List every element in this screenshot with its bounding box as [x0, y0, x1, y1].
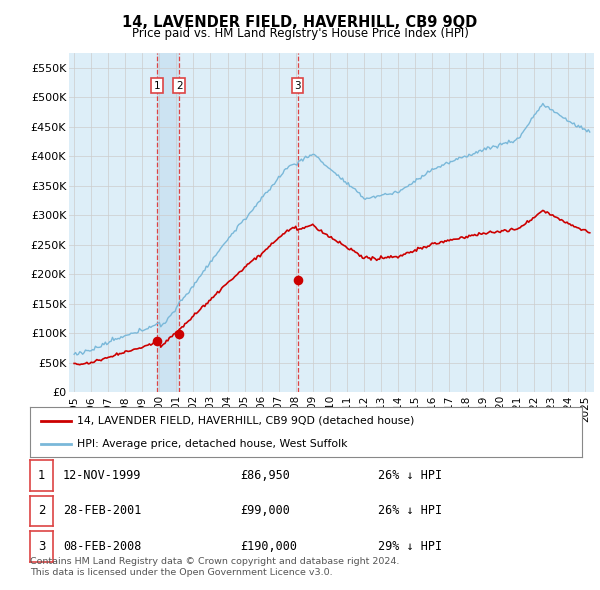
Text: 1: 1 [154, 81, 160, 90]
Text: HPI: Average price, detached house, West Suffolk: HPI: Average price, detached house, West… [77, 439, 347, 449]
Text: 3: 3 [38, 540, 45, 553]
Point [152, 336, 162, 346]
Text: 29% ↓ HPI: 29% ↓ HPI [378, 540, 442, 553]
Text: £99,000: £99,000 [240, 504, 290, 517]
Text: 14, LAVENDER FIELD, HAVERHILL, CB9 9QD: 14, LAVENDER FIELD, HAVERHILL, CB9 9QD [122, 15, 478, 30]
Text: 12-NOV-1999: 12-NOV-1999 [63, 469, 142, 482]
Point [175, 329, 184, 339]
Text: 2: 2 [176, 81, 182, 90]
Point [293, 276, 302, 285]
Text: 14, LAVENDER FIELD, HAVERHILL, CB9 9QD (detached house): 14, LAVENDER FIELD, HAVERHILL, CB9 9QD (… [77, 415, 414, 425]
Text: This data is licensed under the Open Government Licence v3.0.: This data is licensed under the Open Gov… [30, 568, 332, 577]
Text: 2: 2 [38, 504, 45, 517]
Text: £86,950: £86,950 [240, 469, 290, 482]
Text: Contains HM Land Registry data © Crown copyright and database right 2024.: Contains HM Land Registry data © Crown c… [30, 558, 400, 566]
Text: Price paid vs. HM Land Registry's House Price Index (HPI): Price paid vs. HM Land Registry's House … [131, 27, 469, 40]
Text: 1: 1 [38, 469, 45, 482]
Text: 26% ↓ HPI: 26% ↓ HPI [378, 504, 442, 517]
Text: £190,000: £190,000 [240, 540, 297, 553]
Text: 26% ↓ HPI: 26% ↓ HPI [378, 469, 442, 482]
Text: 08-FEB-2008: 08-FEB-2008 [63, 540, 142, 553]
Bar [157, 53, 179, 392]
Text: 3: 3 [294, 81, 301, 90]
Text: 28-FEB-2001: 28-FEB-2001 [63, 504, 142, 517]
